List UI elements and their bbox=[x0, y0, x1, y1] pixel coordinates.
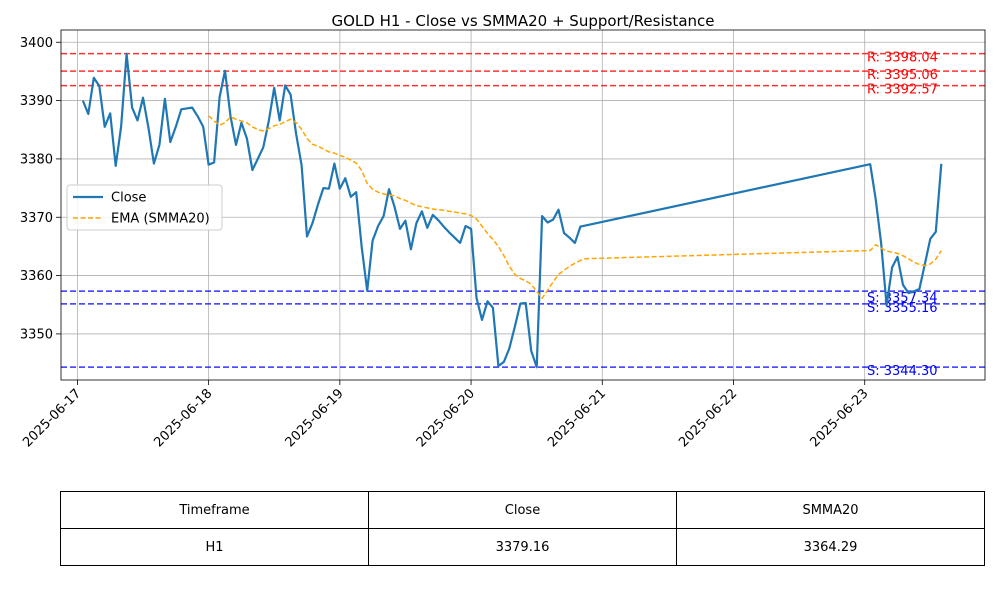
cell-timeframe: H1 bbox=[60, 528, 369, 566]
header-smma20: SMMA20 bbox=[676, 491, 985, 529]
header-timeframe: Timeframe bbox=[60, 491, 369, 529]
legend-label: Close bbox=[111, 191, 146, 206]
x-tick-label: 2025-06-20 bbox=[414, 386, 478, 450]
resistance-label: R: 3395.06 bbox=[867, 68, 938, 83]
y-tick-label: 3380 bbox=[20, 152, 53, 167]
support-label: S: 3355.16 bbox=[867, 301, 938, 316]
y-tick-label: 3350 bbox=[20, 327, 53, 342]
y-tick-label: 3400 bbox=[20, 36, 53, 51]
series-line-smma20 bbox=[208, 115, 942, 300]
x-tick-label: 2025-06-19 bbox=[283, 386, 347, 450]
legend-label: EMA (SMMA20) bbox=[111, 212, 210, 227]
x-tick-label: 2025-06-17 bbox=[20, 386, 84, 450]
x-tick-label: 2025-06-18 bbox=[151, 386, 215, 450]
legend-box bbox=[66, 184, 223, 231]
header-close: Close bbox=[368, 491, 677, 529]
table-row: H1 3379.16 3364.29 bbox=[60, 528, 985, 566]
resistance-label: R: 3392.57 bbox=[867, 83, 938, 98]
support-label: S: 3344.30 bbox=[867, 364, 938, 379]
y-tick-label: 3370 bbox=[20, 211, 53, 226]
x-tick-label: 2025-06-23 bbox=[808, 386, 872, 450]
series-line-close bbox=[81, 52, 943, 369]
cell-close: 3379.16 bbox=[368, 528, 677, 566]
x-tick-label: 2025-06-21 bbox=[545, 386, 609, 450]
plot-frame bbox=[60, 29, 986, 381]
x-tick-label: 2025-06-22 bbox=[676, 386, 740, 450]
chart-title: GOLD H1 - Close vs SMMA20 + Support/Resi… bbox=[331, 12, 714, 30]
y-tick-label: 3360 bbox=[20, 269, 53, 284]
summary-table: Timeframe Close SMMA20 H1 3379.16 3364.2… bbox=[60, 491, 985, 566]
resistance-label: R: 3398.04 bbox=[867, 51, 938, 66]
chart: GOLD H1 - Close vs SMMA20 + Support/Resi… bbox=[20, 12, 986, 450]
table-header-row: Timeframe Close SMMA20 bbox=[60, 491, 985, 529]
cell-smma20: 3364.29 bbox=[676, 528, 985, 566]
y-tick-label: 3390 bbox=[20, 94, 53, 109]
